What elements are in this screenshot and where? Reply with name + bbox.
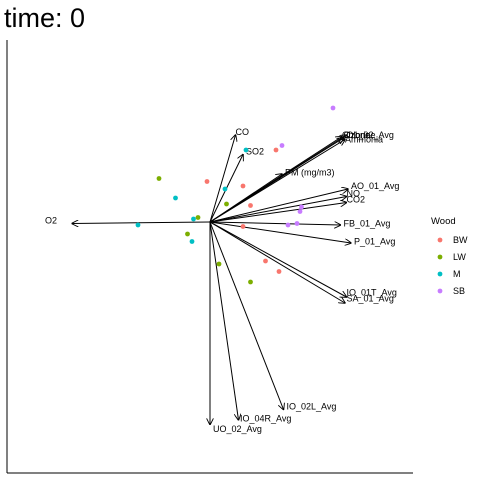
vector-arrow-IO_01T_Avg	[209, 221, 347, 297]
vector-arrow-IO_04R_Avg	[209, 221, 239, 420]
legend-key-LW	[437, 254, 443, 260]
data-point-SB	[330, 105, 336, 111]
data-point-M	[173, 195, 178, 201]
data-point-LW	[185, 231, 190, 237]
vector-label: P_01_Avg	[354, 237, 395, 247]
legend: Wood BW LW M SB	[431, 216, 468, 296]
data-point-SB	[297, 209, 303, 214]
data-point-LW	[156, 176, 162, 181]
chart-title: time: 0	[4, 3, 86, 33]
data-point-LW	[248, 279, 253, 285]
vector-label: Ozone	[344, 130, 371, 140]
vector-arrow-NO	[209, 197, 347, 223]
data-point-SB	[294, 221, 300, 226]
data-point-BW	[240, 224, 246, 229]
vector-arrow-AO_01_Avg	[209, 189, 348, 223]
vector-label: AO_01_Avg	[351, 181, 399, 191]
vector-label: FB_01_Avg	[344, 219, 391, 229]
data-point-SB	[285, 222, 291, 228]
data-point-M	[189, 239, 195, 244]
data-point-M	[222, 186, 228, 192]
vector-label: IO_04R_Avg	[240, 414, 291, 424]
legend-label: M	[453, 269, 461, 279]
data-point-BW	[273, 147, 279, 153]
vector-label: SO2	[246, 147, 264, 157]
legend-label: LW	[453, 252, 466, 262]
legend-key-SB	[437, 288, 443, 294]
vector-label: O1_02_Avg	[347, 130, 394, 140]
vector-arrow-FB_01_Avg	[209, 222, 341, 225]
data-point-BW	[276, 269, 282, 274]
vector-arrow-Ammonia	[209, 140, 345, 223]
data-point-BW	[240, 183, 246, 189]
legend-label: SB	[453, 286, 465, 296]
score-points	[135, 105, 336, 285]
vector-label: O2	[45, 216, 57, 226]
legend-label: BW	[453, 235, 468, 245]
vector-label: Chlorine	[342, 130, 376, 140]
vector-arrow-CO	[209, 135, 236, 223]
vector-label: IO_01T_Avg	[347, 288, 397, 298]
vector-arrow-IO_02L_Avg	[209, 221, 284, 410]
vector-label: PM (mg/m3)	[285, 168, 335, 178]
vector-arrow-SA_01_Avg	[209, 221, 345, 303]
vector-label: Ammonia	[345, 135, 383, 145]
legend-key-M	[437, 271, 443, 277]
data-point-LW	[224, 201, 229, 207]
vector-arrow-O2	[72, 222, 211, 224]
data-point-M	[135, 222, 141, 228]
vector-label: IO_02L_Avg	[287, 402, 337, 412]
legend-key-BW	[437, 237, 443, 243]
data-point-M	[191, 216, 196, 222]
data-point-SB	[299, 204, 304, 210]
vector-label: CO2	[347, 195, 366, 205]
data-point-BW	[248, 203, 253, 208]
vector-label: UO_02_Avg	[213, 424, 262, 434]
data-point-BW	[204, 179, 210, 184]
vector-label: SA_01_Avg	[347, 294, 394, 304]
vector-arrow-CO2	[209, 203, 347, 223]
data-point-M	[243, 147, 249, 153]
data-point-BW	[263, 258, 268, 264]
vector-arrow-PM (mg/m3)	[209, 174, 282, 223]
vector-label: CO	[236, 127, 250, 137]
legend-title: Wood	[431, 216, 456, 227]
data-point-LW	[216, 261, 222, 267]
vector-arrow-P_01_Avg	[209, 221, 351, 243]
data-point-LW	[195, 215, 201, 220]
data-point-SB	[279, 143, 285, 148]
vector-label: NO	[347, 189, 361, 199]
